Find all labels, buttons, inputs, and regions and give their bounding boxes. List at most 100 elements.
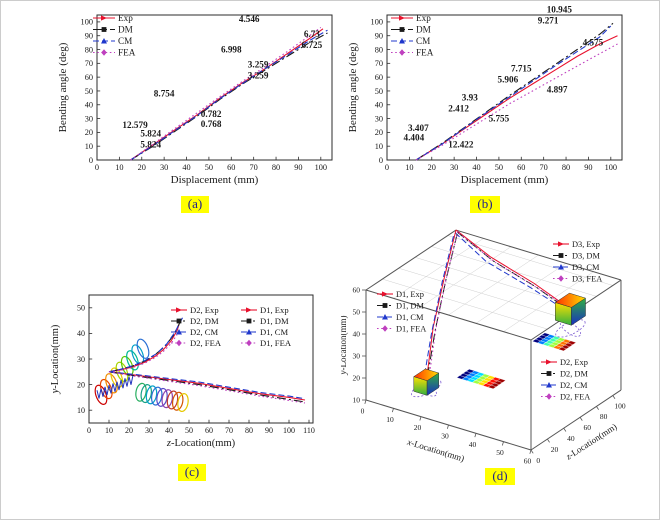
svg-text:4.897: 4.897 — [547, 84, 568, 94]
svg-text:60: 60 — [524, 456, 532, 465]
svg-text:80: 80 — [245, 426, 253, 435]
svg-text:40: 40 — [469, 440, 477, 449]
svg-text:6.73: 6.73 — [304, 29, 320, 39]
svg-text:3.259: 3.259 — [248, 59, 269, 69]
svg-text:D2, CM: D2, CM — [560, 381, 588, 390]
svg-text:20: 20 — [77, 380, 85, 389]
svg-text:4.575: 4.575 — [583, 37, 604, 47]
svg-text:DM: DM — [416, 24, 431, 34]
svg-text:60: 60 — [205, 426, 213, 435]
svg-text:30: 30 — [353, 352, 361, 361]
svg-text:8.754: 8.754 — [154, 88, 175, 98]
svg-text:5.755: 5.755 — [489, 113, 510, 123]
panel-b-label: (b) — [470, 196, 500, 213]
svg-text:60: 60 — [584, 423, 592, 432]
panel-d-label-row: (d) — [341, 467, 659, 485]
svg-text:10.945: 10.945 — [547, 5, 573, 14]
svg-text:10: 10 — [353, 396, 361, 405]
svg-text:10: 10 — [375, 142, 383, 151]
svg-text:40: 40 — [85, 101, 93, 110]
svg-text:D2, Exp: D2, Exp — [560, 358, 588, 367]
panel-c: 0 10 20 30 40 50 60 70 80 90 100 110 10 20 30 40 50 z-Loc… — [41, 283, 343, 481]
svg-text:40: 40 — [165, 426, 173, 435]
svg-text:100: 100 — [315, 163, 327, 172]
svg-text:D2, DM: D2, DM — [560, 369, 588, 378]
svg-text:100: 100 — [81, 18, 93, 27]
chart-d-3d-locations: 1020304050600102030405060020406080100y-L… — [341, 229, 626, 465]
svg-text:D3, Exp: D3, Exp — [572, 240, 600, 249]
svg-text:3.259: 3.259 — [248, 71, 269, 81]
svg-text:80: 80 — [85, 45, 93, 54]
svg-text:0: 0 — [89, 156, 93, 165]
svg-text:30: 30 — [85, 114, 93, 123]
svg-text:6.998: 6.998 — [221, 44, 242, 54]
svg-text:Bending angle (deg): Bending angle (deg) — [57, 42, 69, 132]
svg-text:3.93: 3.93 — [462, 93, 478, 103]
svg-text:90: 90 — [265, 426, 273, 435]
svg-text:0: 0 — [536, 456, 540, 465]
svg-text:50: 50 — [85, 87, 93, 96]
svg-text:5.824: 5.824 — [140, 140, 161, 150]
svg-text:y-Location(mm): y-Location(mm) — [341, 316, 348, 376]
panel-b: 0 10 20 30 40 50 60 70 80 90 100 0 10 20 30 40 50 60 70 80 9… — [339, 5, 631, 213]
svg-text:60: 60 — [517, 163, 525, 172]
svg-text:40: 40 — [182, 163, 190, 172]
svg-text:D1, Exp: D1, Exp — [396, 290, 424, 299]
svg-text:20: 20 — [138, 163, 146, 172]
svg-text:50: 50 — [77, 304, 85, 313]
panel-a: 0 10 20 30 40 50 60 70 80 90 100 0 10 20 30 40 50 60 70 80 9… — [49, 5, 341, 213]
svg-text:50: 50 — [353, 308, 361, 317]
svg-text:D1, DM: D1, DM — [260, 316, 289, 326]
svg-text:3.407: 3.407 — [408, 123, 429, 133]
svg-text:10: 10 — [85, 142, 93, 151]
svg-text:90: 90 — [85, 32, 93, 41]
svg-text:60: 60 — [375, 73, 383, 82]
svg-text:80: 80 — [562, 163, 570, 172]
svg-text:30: 30 — [145, 426, 153, 435]
svg-text:50: 50 — [185, 426, 193, 435]
svg-text:50: 50 — [495, 163, 503, 172]
svg-text:80: 80 — [272, 163, 280, 172]
svg-text:D1, CM: D1, CM — [396, 313, 424, 322]
svg-text:20: 20 — [428, 163, 436, 172]
svg-text:30: 30 — [160, 163, 168, 172]
svg-text:40: 40 — [472, 163, 480, 172]
svg-text:70: 70 — [250, 163, 258, 172]
svg-text:D1, DM: D1, DM — [396, 301, 424, 310]
svg-text:20: 20 — [85, 128, 93, 137]
svg-text:30: 30 — [375, 114, 383, 123]
svg-text:y-Location(mm): y-Location(mm) — [50, 324, 61, 394]
svg-text:D2, DM: D2, DM — [190, 316, 219, 326]
chart-c-ylocation-vs-zlocation: 0 10 20 30 40 50 60 70 80 90 100 110 10 20 30 40 50 z-Loc… — [50, 294, 315, 449]
svg-text:z-Location(mm): z-Location(mm) — [166, 438, 236, 449]
svg-text:D1, Exp: D1, Exp — [260, 305, 289, 315]
svg-text:110: 110 — [303, 426, 315, 435]
svg-text:10: 10 — [386, 415, 394, 424]
svg-text:0: 0 — [87, 426, 91, 435]
svg-text:5.824: 5.824 — [140, 129, 161, 139]
svg-text:D3, CM: D3, CM — [572, 263, 600, 272]
svg-text:9.271: 9.271 — [538, 15, 559, 25]
svg-text:12.579: 12.579 — [122, 120, 148, 130]
svg-text:Displacement (mm): Displacement (mm) — [461, 174, 549, 186]
panel-a-label: (a) — [180, 196, 210, 213]
svg-text:40: 40 — [77, 329, 85, 338]
svg-text:CM: CM — [416, 36, 430, 46]
svg-text:100: 100 — [605, 163, 617, 172]
svg-text:70: 70 — [85, 59, 93, 68]
svg-text:90: 90 — [294, 163, 302, 172]
svg-text:FEA: FEA — [416, 47, 434, 57]
panel-d-label: (d) — [485, 468, 515, 485]
svg-text:10: 10 — [405, 163, 413, 172]
svg-text:6.725: 6.725 — [302, 40, 323, 50]
panel-b-label-row: (b) — [339, 195, 631, 213]
svg-text:0.768: 0.768 — [201, 119, 222, 129]
svg-text:0: 0 — [385, 163, 389, 172]
svg-text:D1, FEA: D1, FEA — [260, 338, 292, 348]
svg-text:10: 10 — [105, 426, 113, 435]
svg-text:50: 50 — [496, 448, 504, 457]
svg-text:5.906: 5.906 — [498, 75, 519, 85]
svg-text:60: 60 — [353, 286, 361, 295]
svg-text:70: 70 — [540, 163, 548, 172]
